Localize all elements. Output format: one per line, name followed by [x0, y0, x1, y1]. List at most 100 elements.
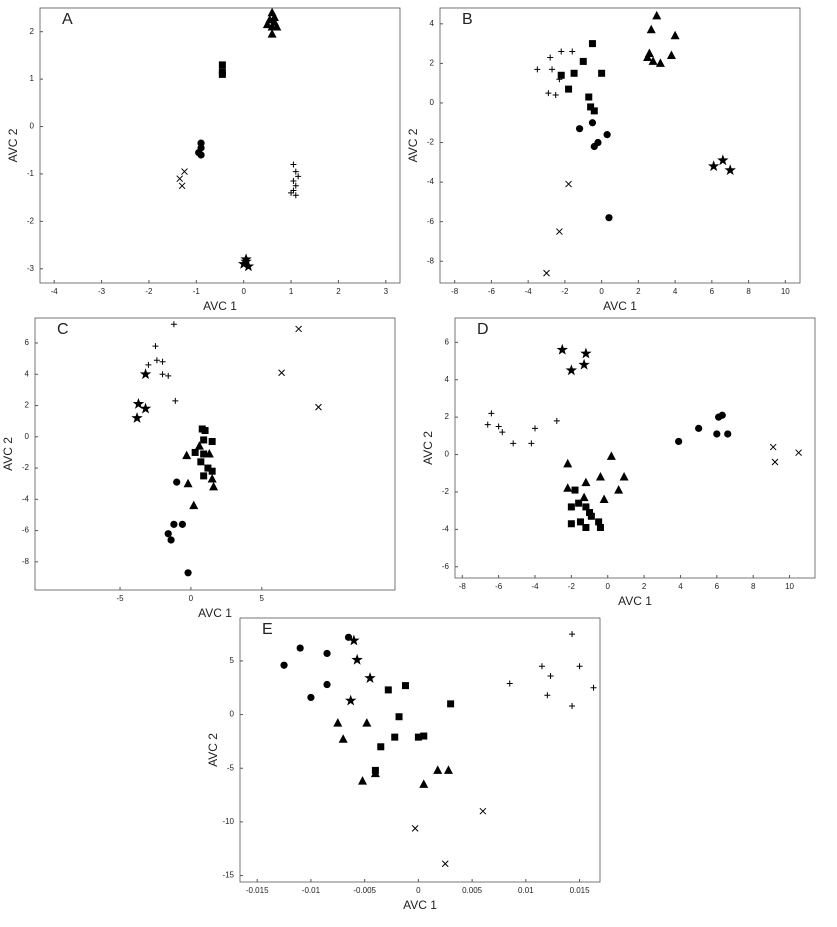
- point-square: [420, 732, 428, 740]
- point-triangle: [563, 483, 573, 492]
- point-square: [200, 472, 208, 480]
- panel: -5 0 5 -8 -6 -4 -2 0 2 4 6 AVC 1 AVC 2 C: [1, 317, 396, 620]
- point-square: [582, 503, 590, 511]
- point-plus: [556, 76, 563, 83]
- point-star: [242, 260, 255, 272]
- y-tick-label: 2: [25, 401, 30, 410]
- point-plus: [152, 343, 159, 350]
- point-plus: [290, 178, 297, 185]
- point-circle: [718, 411, 726, 419]
- point-plus: [292, 168, 299, 175]
- x-axis-label: AVC 1: [603, 299, 637, 313]
- point-circle: [724, 430, 732, 438]
- point-plus: [538, 663, 545, 670]
- point-star: [724, 164, 736, 176]
- point-plus: [528, 440, 535, 447]
- y-tick-label: -2: [427, 138, 435, 147]
- point-plus: [549, 66, 556, 73]
- point-square: [596, 523, 604, 531]
- x-tick-label: 5: [260, 594, 265, 603]
- x-tick-label: 0.005: [462, 886, 483, 895]
- x-tick-label: 2: [636, 287, 641, 296]
- x-tick-label: 6: [710, 287, 715, 296]
- point-square: [582, 523, 590, 531]
- point-x: [769, 443, 777, 451]
- point-square: [200, 450, 208, 458]
- panel: -8 -6 -4 -2 0 2 4 6 8 10 -6 -4 -2 0 2 4 6 AVC 1 AVC 2 D: [421, 317, 816, 608]
- y-tick-label: 2: [430, 59, 435, 68]
- point-triangle: [652, 10, 662, 20]
- point-square: [588, 40, 596, 48]
- point-circle: [307, 693, 315, 702]
- point-star: [717, 154, 729, 166]
- x-tick-label: 0: [606, 582, 611, 591]
- point-square: [191, 448, 199, 456]
- point-plus: [510, 440, 517, 447]
- point-square: [395, 713, 403, 721]
- point-square: [414, 733, 422, 741]
- point-star: [240, 255, 252, 267]
- point-square: [377, 743, 385, 751]
- point-triangle: [619, 471, 629, 481]
- x-tick-label: 6: [715, 582, 720, 591]
- point-triangle: [207, 474, 217, 483]
- y-tick-label: 2: [445, 412, 450, 421]
- point-plus: [288, 189, 295, 196]
- point-plus: [488, 410, 495, 417]
- point-square: [208, 437, 216, 445]
- x-tick-label: 3: [384, 287, 389, 296]
- x-tick-label: -0.01: [302, 886, 321, 895]
- point-circle: [280, 661, 288, 669]
- point-circle: [178, 520, 187, 528]
- point-triangle: [267, 29, 277, 38]
- point-triangle: [563, 458, 573, 468]
- point-plus: [159, 371, 166, 378]
- x-axis-label: AVC 1: [403, 898, 437, 912]
- point-triangle: [338, 734, 348, 743]
- y-tick-label: 6: [445, 337, 450, 346]
- x-tick-label: -4: [531, 582, 539, 591]
- panel: -4 -3 -2 -1 0 1 2 3 -3 -2 -1 0 1 2 AVC 1 AVC 2 A: [6, 7, 401, 313]
- point-square: [587, 103, 595, 111]
- point-square: [447, 700, 455, 708]
- point-triangle: [269, 12, 279, 21]
- point-square: [218, 61, 226, 69]
- point-x: [295, 325, 302, 333]
- point-triangle: [644, 48, 654, 58]
- point-triangle: [362, 718, 372, 727]
- x-tick-label: 1: [289, 287, 294, 296]
- y-tick-label: -6: [22, 526, 30, 535]
- point-circle: [695, 424, 703, 432]
- y-tick-label: -2: [27, 216, 35, 225]
- point-square: [218, 68, 226, 76]
- point-circle: [575, 125, 584, 133]
- x-tick-label: 0.01: [518, 886, 534, 895]
- x-axis-label: AVC 1: [618, 594, 652, 608]
- y-tick-label: 5: [230, 656, 235, 665]
- point-plus: [495, 423, 502, 430]
- point-triangle: [579, 492, 589, 502]
- point-triangle: [433, 765, 443, 774]
- x-tick-label: -2: [561, 287, 569, 296]
- point-plus: [569, 703, 576, 709]
- point-square: [384, 686, 392, 694]
- point-triangle: [599, 494, 609, 503]
- y-tick-label: 0: [430, 98, 435, 107]
- x-tick-label: 4: [673, 287, 678, 296]
- y-tick-label: 4: [25, 369, 30, 378]
- y-tick-label: -5: [227, 763, 235, 772]
- point-x: [176, 175, 184, 183]
- point-circle: [675, 437, 683, 446]
- panel: -0.015 -0.01 -0.005 0 0.005 0.01 0.015 -15 -10 -5…: [206, 617, 601, 912]
- y-tick-label: -2: [22, 463, 30, 472]
- point-x: [181, 168, 188, 175]
- point-circle: [588, 119, 597, 127]
- point-plus: [558, 48, 565, 55]
- x-tick-label: -8: [451, 287, 459, 296]
- y-tick-label: 1: [30, 74, 35, 83]
- x-tick-label: 4: [678, 582, 683, 591]
- y-axis-label: AVC 2: [1, 437, 15, 471]
- y-tick-label: 4: [430, 19, 435, 28]
- x-tick-label: -0.005: [353, 886, 376, 895]
